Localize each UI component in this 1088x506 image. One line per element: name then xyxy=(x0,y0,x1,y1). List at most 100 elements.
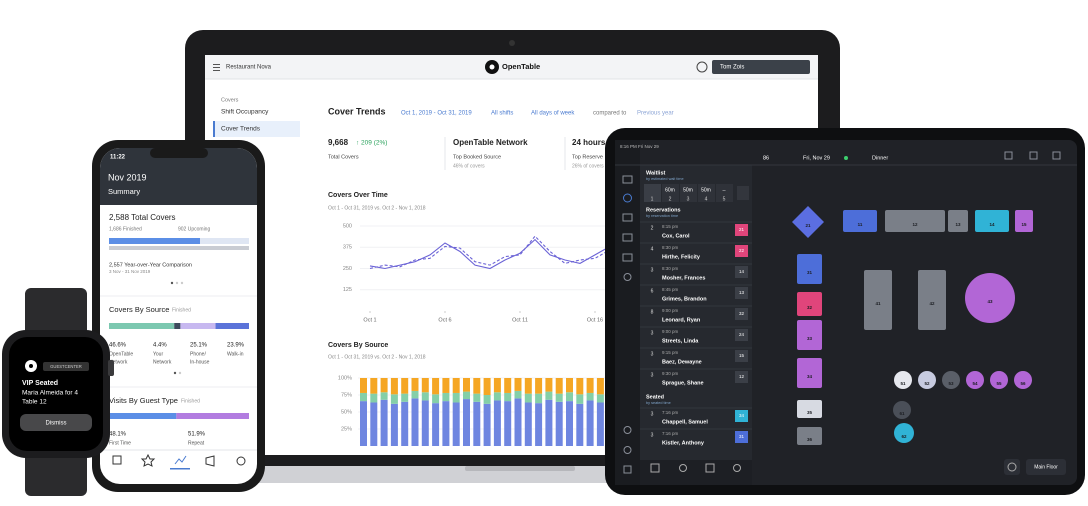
tab-indicator xyxy=(170,468,190,470)
party-size: 2 xyxy=(651,225,654,231)
section-title: Waitlist xyxy=(646,170,666,176)
bar-segment xyxy=(463,399,470,446)
tab-icon[interactable] xyxy=(236,456,246,466)
bar-segment xyxy=(524,378,532,394)
toolbar-icon[interactable] xyxy=(679,464,687,472)
user-menu[interactable] xyxy=(712,60,810,74)
bar-segment xyxy=(432,403,440,446)
bar-segment xyxy=(401,401,409,446)
section-sub: by seated time xyxy=(646,401,671,405)
table-number: 22 xyxy=(739,248,745,253)
add-button[interactable] xyxy=(737,186,749,200)
menu-icon xyxy=(213,67,220,68)
table xyxy=(1015,210,1033,232)
share-segment xyxy=(180,323,216,329)
floor-button[interactable] xyxy=(1026,459,1066,475)
line-series xyxy=(369,235,626,270)
chart-subtitle: Oct 1 - Oct 31, 2019 vs. Oct 2 - Nov 1, … xyxy=(328,354,426,360)
toolbar-icon[interactable] xyxy=(705,463,715,473)
table xyxy=(792,206,824,238)
watch-crown xyxy=(108,360,114,376)
table xyxy=(797,427,822,445)
share-label: Repeat xyxy=(188,440,205,446)
header-icon[interactable] xyxy=(1004,151,1013,160)
bar-segment xyxy=(545,399,553,446)
rail-icon[interactable] xyxy=(622,175,633,184)
y-tick-label: 500 xyxy=(343,223,352,229)
dismiss-button[interactable] xyxy=(20,414,92,431)
reservation-time: 8:15 pm xyxy=(662,224,679,229)
table xyxy=(797,400,822,418)
share-value: 46.6% xyxy=(109,343,127,349)
rail-icon[interactable] xyxy=(623,273,632,281)
party-size: 3 xyxy=(651,267,654,273)
nav-item: Cover Trends xyxy=(221,126,261,133)
bar-segment xyxy=(524,402,532,446)
notch xyxy=(150,148,208,158)
menu-icon xyxy=(213,64,220,65)
table-tile xyxy=(735,371,748,383)
bar-segment xyxy=(493,400,501,446)
cover-count: 86 xyxy=(763,155,769,161)
shift: Dinner xyxy=(872,155,888,161)
table-label: 51 xyxy=(900,381,906,386)
chart-title: Covers By Source xyxy=(328,342,388,349)
comparison-range: 3 Nov - 31 Nov 2019 xyxy=(109,269,151,274)
tab-icon[interactable] xyxy=(205,455,215,467)
table-tile xyxy=(735,245,748,257)
floor-plan: 21 11 12 13 14 15 31 32 33 34 35 36 41 42 43 51 52 53 54 55… xyxy=(792,206,1033,445)
toolbar-icon[interactable] xyxy=(733,464,741,472)
table-tile xyxy=(735,287,748,299)
y-tick-label: 25% xyxy=(341,426,352,432)
y-tick-label: 75% xyxy=(341,392,352,398)
bar-segment xyxy=(566,378,573,393)
bar-segment xyxy=(473,393,481,402)
tab-icon[interactable] xyxy=(112,455,122,465)
rail-icon[interactable] xyxy=(623,465,632,474)
table-label: 31 xyxy=(807,270,813,275)
rail-icon[interactable] xyxy=(623,446,632,454)
bar-segment xyxy=(514,378,522,391)
rail-icon[interactable] xyxy=(623,193,632,203)
table-tile xyxy=(735,350,748,362)
bar-segment xyxy=(380,392,388,400)
filter: All days of week xyxy=(531,111,575,117)
bar-segment xyxy=(483,403,491,446)
bar-segment xyxy=(555,401,563,446)
rail-icon[interactable] xyxy=(623,426,632,434)
bar-segment xyxy=(493,392,501,401)
rail-icon[interactable] xyxy=(622,213,633,222)
table-label: 54 xyxy=(972,381,978,386)
table xyxy=(894,371,912,389)
bar-segment xyxy=(483,378,491,395)
tab-icon[interactable] xyxy=(140,453,156,467)
share-label: First Time xyxy=(109,440,131,446)
chart-title: Covers Over Time xyxy=(328,192,388,199)
guest-name: Leonard, Ryan xyxy=(662,317,701,323)
share-label: Walk-in xyxy=(227,351,244,357)
clock-button[interactable] xyxy=(1004,459,1020,475)
total-covers: 2,588 Total Covers xyxy=(109,213,176,222)
bar-segment xyxy=(390,394,398,404)
section-title: Covers By Source xyxy=(109,305,169,314)
party-size: 4 xyxy=(705,196,708,202)
reservation-time: 9:00 pm xyxy=(662,329,679,334)
bar-segment xyxy=(473,378,481,394)
header-icon[interactable] xyxy=(1052,151,1061,160)
bar-segment xyxy=(390,378,398,395)
table-number: 32 xyxy=(739,311,745,316)
rail-icon[interactable] xyxy=(622,253,633,262)
list-panel xyxy=(640,165,752,460)
share-value: 23.9% xyxy=(227,343,245,349)
rail-icon[interactable] xyxy=(622,233,633,242)
bar-segment xyxy=(566,401,573,446)
help-icon[interactable] xyxy=(696,61,708,73)
toolbar-icon[interactable] xyxy=(650,463,660,473)
bar-segment xyxy=(555,393,563,402)
header-icon[interactable] xyxy=(1029,151,1038,160)
table-label: 13 xyxy=(955,222,961,227)
tab-icon[interactable] xyxy=(174,455,187,465)
bar-segment xyxy=(473,401,481,446)
bar-segment xyxy=(421,392,429,401)
